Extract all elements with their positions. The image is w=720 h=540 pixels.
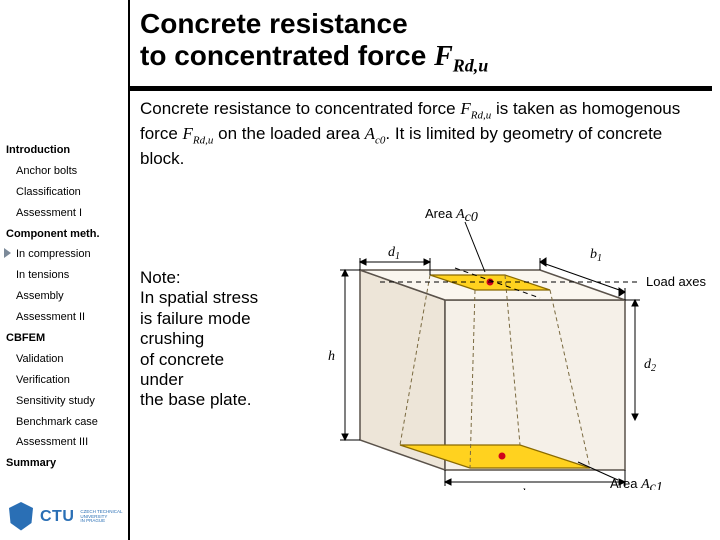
label-area-top: Area Ac0	[425, 206, 478, 225]
note-line: under	[140, 370, 290, 390]
ctu-logo: CTU CZECH TECHNICAL UNIVERSITY IN PRAGUE	[6, 500, 124, 534]
dim-b2	[445, 470, 625, 486]
note-line: is failure mode	[140, 309, 290, 329]
para-sym-F: F	[460, 99, 470, 118]
nav-item[interactable]: Verification	[6, 370, 126, 391]
para-sym-F2: F	[183, 124, 193, 143]
label-b2: b2	[522, 487, 534, 490]
dim-h	[340, 270, 360, 440]
nav-item[interactable]: Classification	[6, 182, 126, 203]
nav-item[interactable]: Validation	[6, 349, 126, 370]
para-sym-A: A	[365, 124, 375, 143]
nav-item[interactable]: Assembly	[6, 286, 126, 307]
para-sym-F2-sub: Rd,u	[193, 135, 213, 147]
title-line1: Concrete resistance	[140, 8, 408, 39]
nav-item[interactable]: Component meth.	[6, 224, 126, 245]
note-line: Note:	[140, 268, 290, 288]
label-area-bot: Area Ac1	[610, 476, 663, 490]
note-block: Note: In spatial stress is failure mode …	[140, 268, 290, 411]
nav-item[interactable]: Anchor bolts	[6, 161, 126, 182]
title-line2-pre: to concentrated force	[140, 40, 434, 71]
sidebar-nav: IntroductionAnchor boltsClassificationAs…	[6, 140, 126, 474]
logo-text: CTU	[40, 508, 74, 526]
nav-item[interactable]: Introduction	[6, 140, 126, 161]
note-line: crushing	[140, 329, 290, 349]
label-load-axes: Load axes	[646, 274, 706, 289]
concrete-block-diagram: Area Ac0 Load axes b1 d1 h d2 b2 Area Ac…	[290, 190, 710, 490]
para-text: Concrete resistance to concentrated forc…	[140, 99, 460, 118]
body-paragraph: Concrete resistance to concentrated forc…	[140, 98, 710, 170]
label-b1: b1	[590, 247, 602, 264]
label-h: h	[328, 349, 335, 364]
para-text: on the loaded area	[213, 124, 364, 143]
leader-ac0	[465, 222, 485, 272]
title-symbol: F	[434, 41, 453, 72]
slide-title: Concrete resistance to concentrated forc…	[140, 8, 700, 76]
nav-item[interactable]: Summary	[6, 453, 126, 474]
dim-d2	[625, 300, 640, 420]
title-symbol-sub: Rd,u	[453, 56, 489, 76]
logo-sub3: IN PRAGUE	[80, 519, 122, 524]
para-sym-A-sub: c0	[375, 135, 385, 147]
nav-item[interactable]: Assessment I	[6, 203, 126, 224]
note-line: the base plate.	[140, 390, 290, 410]
vertical-divider	[128, 0, 130, 540]
note-line: In spatial stress	[140, 288, 290, 308]
label-d1: d1	[388, 245, 400, 262]
label-d2: d2	[644, 357, 656, 374]
nav-item[interactable]: In tensions	[6, 265, 126, 286]
block-body	[360, 270, 625, 470]
para-sym-F-sub: Rd,u	[471, 109, 491, 121]
nav-item[interactable]: CBFEM	[6, 328, 126, 349]
title-underline	[130, 86, 712, 91]
nav-item[interactable]: Assessment III	[6, 432, 126, 453]
nav-item[interactable]: Benchmark case	[6, 412, 126, 433]
ctu-lion-icon	[6, 502, 36, 532]
nav-item[interactable]: Sensitivity study	[6, 391, 126, 412]
nav-item[interactable]: In compression	[6, 244, 126, 265]
nav-item[interactable]: Assessment II	[6, 307, 126, 328]
center-dot-bottom	[499, 453, 506, 460]
note-line: of concrete	[140, 350, 290, 370]
